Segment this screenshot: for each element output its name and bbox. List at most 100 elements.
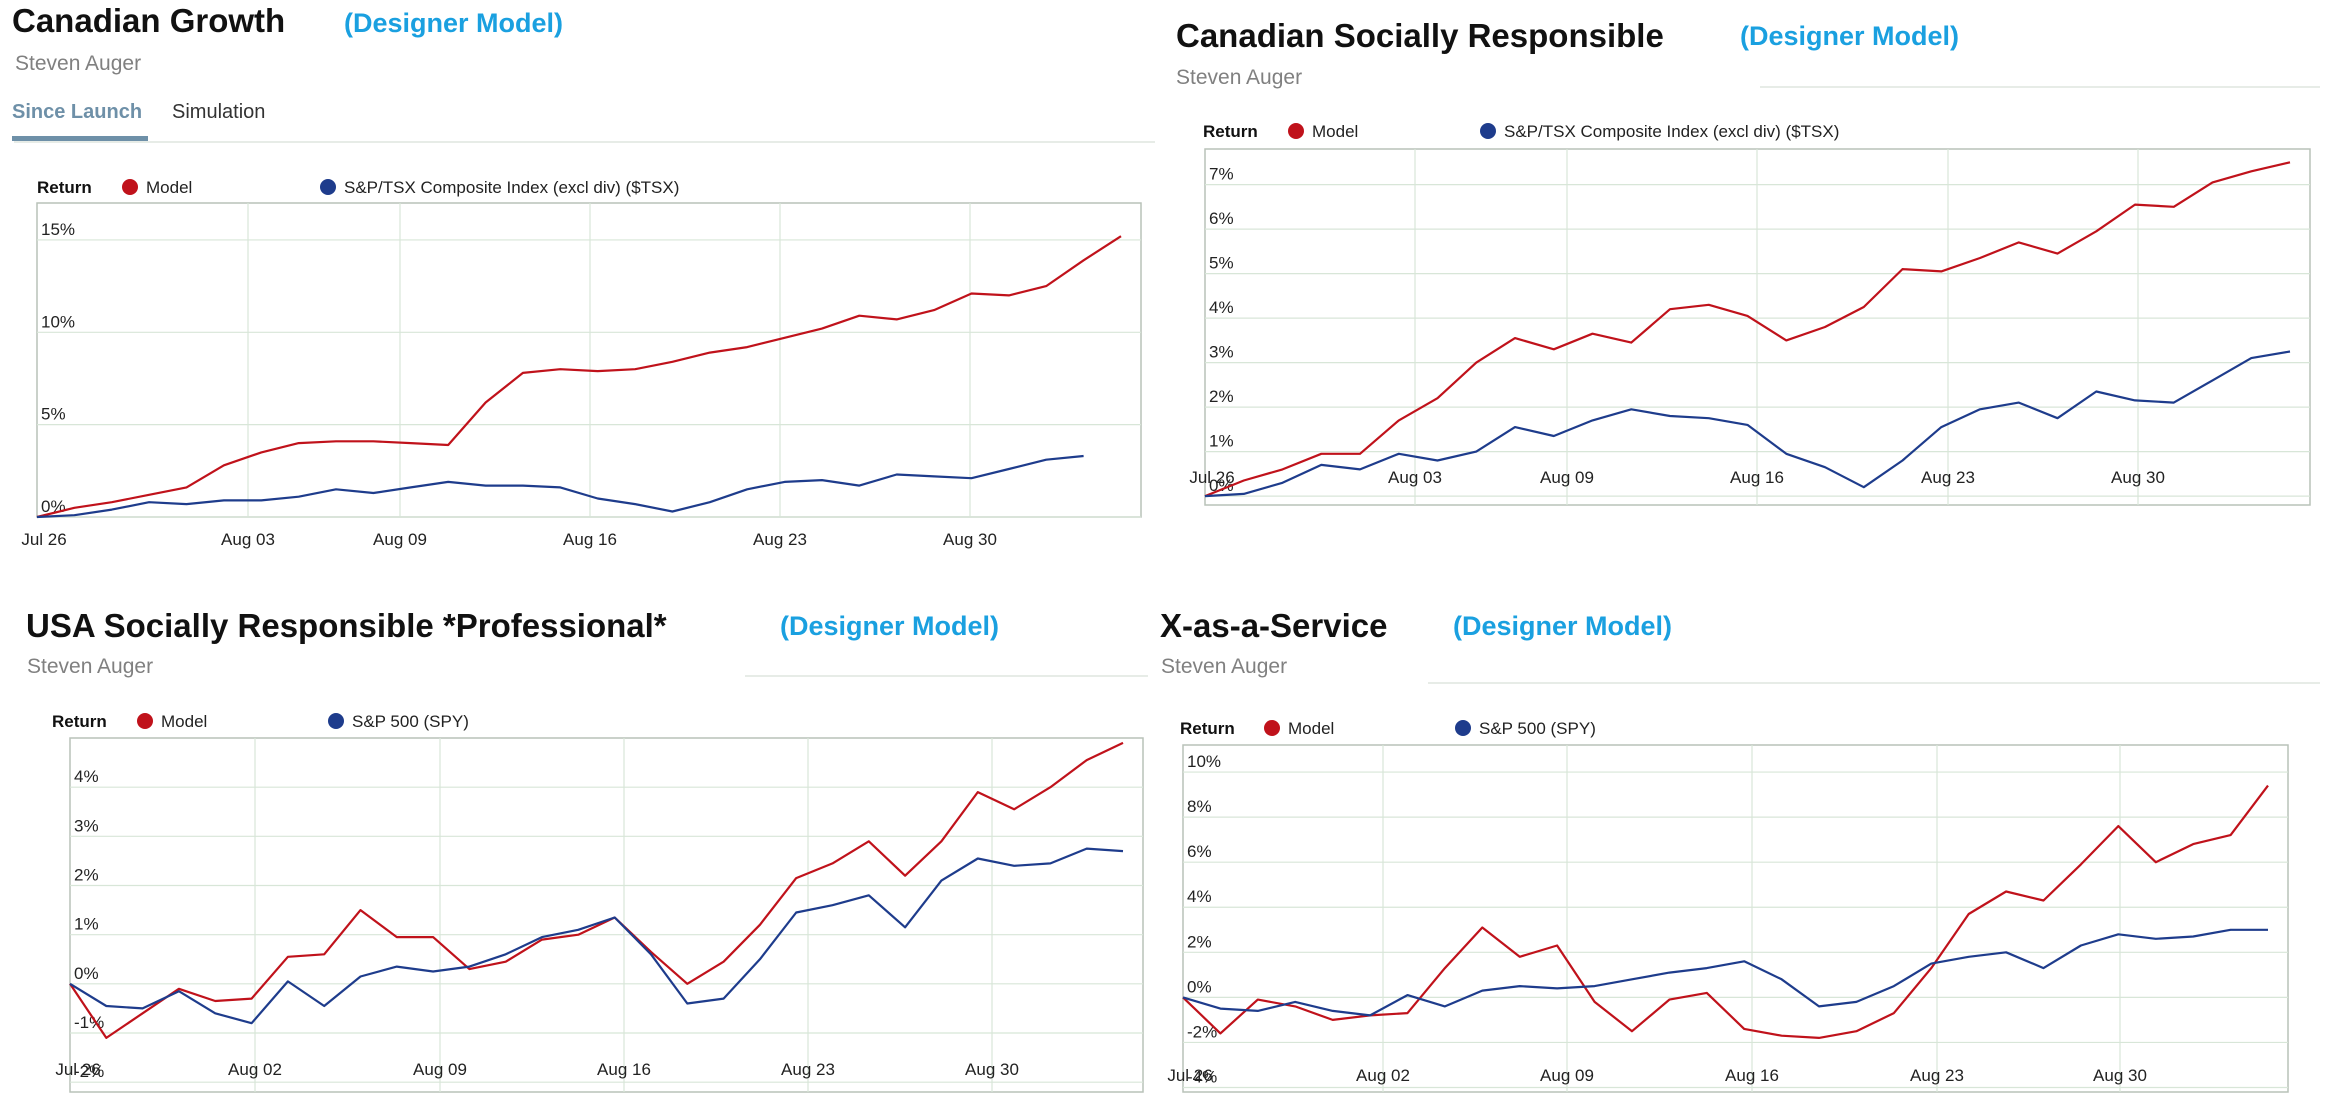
chart-panel: X-as-a-Service (Designer Model) Steven Aug… xyxy=(1160,607,2320,1093)
legend-title: Return xyxy=(1203,122,1258,141)
x-tick-label: Aug 09 xyxy=(413,1060,467,1079)
y-tick-label: -4% xyxy=(1187,1067,1217,1086)
y-tick-label: 3% xyxy=(74,816,99,835)
series-line-model xyxy=(69,741,1124,1040)
y-tick-label: -2% xyxy=(1187,1022,1217,1041)
legend-benchmark-label: S&P/TSX Composite Index (excl div) ($TSX… xyxy=(344,178,679,197)
x-tick-label: Aug 09 xyxy=(1540,1066,1594,1085)
legend-model-label: Model xyxy=(1312,122,1358,141)
x-tick-label: Aug 16 xyxy=(1725,1066,1779,1085)
y-tick-label: 2% xyxy=(1187,932,1212,951)
legend-model-label: Model xyxy=(1288,719,1334,738)
legend-model-label: Model xyxy=(161,712,207,731)
y-tick-label: 1% xyxy=(74,915,99,934)
y-tick-label: 4% xyxy=(74,767,99,786)
plot-area xyxy=(1182,744,2289,1093)
designer-model-label: (Designer Model) xyxy=(1740,21,1959,51)
tab-active-indicator xyxy=(12,136,148,141)
legend-title: Return xyxy=(37,178,92,197)
y-tick-label: 3% xyxy=(1209,343,1234,362)
designer-model-label: (Designer Model) xyxy=(344,8,563,38)
legend-benchmark-marker xyxy=(328,713,344,729)
author-name: Steven Auger xyxy=(27,655,153,678)
chart-panel: USA Socially Responsible *Professional* (… xyxy=(26,607,1148,1093)
y-tick-label: 7% xyxy=(1209,165,1234,184)
tab-simulation[interactable]: Simulation xyxy=(172,101,265,123)
legend-model-marker xyxy=(1288,123,1304,139)
y-tick-label: 5% xyxy=(1209,254,1234,273)
x-tick-label: Jul 26 xyxy=(1167,1066,1212,1085)
x-tick-label: Aug 16 xyxy=(1730,468,1784,487)
y-tick-label: 8% xyxy=(1187,797,1212,816)
series-line-model xyxy=(1204,161,2291,498)
x-tick-label: Aug 23 xyxy=(1910,1066,1964,1085)
y-tick-label: 0% xyxy=(1187,977,1212,996)
y-tick-label: 4% xyxy=(1187,887,1212,906)
chart-title: Canadian Socially Responsible xyxy=(1176,17,1664,54)
y-tick-label: 0% xyxy=(74,964,99,983)
x-tick-label: Aug 09 xyxy=(1540,468,1594,487)
x-tick-label: Aug 23 xyxy=(781,1060,835,1079)
author-name: Steven Auger xyxy=(1176,66,1302,89)
x-tick-label: Aug 30 xyxy=(943,530,997,549)
x-tick-label: Aug 02 xyxy=(1356,1066,1410,1085)
chart-title: USA Socially Responsible *Professional* xyxy=(26,607,667,644)
x-tick-label: Aug 03 xyxy=(221,530,275,549)
legend-model-marker xyxy=(137,713,153,729)
legend-model-label: Model xyxy=(146,178,192,197)
x-tick-label: Aug 09 xyxy=(373,530,427,549)
series-line-benchmark xyxy=(1182,928,2268,1017)
y-tick-label: -2% xyxy=(74,1062,104,1081)
y-tick-label: 5% xyxy=(41,405,66,424)
y-tick-label: 4% xyxy=(1209,298,1234,317)
x-tick-label: Aug 30 xyxy=(2093,1066,2147,1085)
chart-panel: Canadian Growth (Designer Model) Steven Au… xyxy=(12,2,1155,549)
x-tick-label: Jul 26 xyxy=(1189,468,1234,487)
y-tick-label: 2% xyxy=(74,866,99,885)
legend-model-marker xyxy=(1264,720,1280,736)
designer-model-label: (Designer Model) xyxy=(1453,611,1672,641)
y-tick-label: 10% xyxy=(41,312,75,331)
legend-benchmark-label: S&P 500 (SPY) xyxy=(352,712,469,731)
legend-benchmark-marker xyxy=(1480,123,1496,139)
tab-since-launch[interactable]: Since Launch xyxy=(12,101,142,123)
y-tick-label: 1% xyxy=(1209,432,1234,451)
x-tick-label: Aug 23 xyxy=(1921,468,1975,487)
series-line-model xyxy=(1182,784,2269,1040)
y-tick-label: 10% xyxy=(1187,752,1221,771)
legend-benchmark-label: S&P 500 (SPY) xyxy=(1479,719,1596,738)
legend-benchmark-marker xyxy=(320,179,336,195)
series-line-benchmark xyxy=(69,847,1124,1025)
y-tick-label: 15% xyxy=(41,220,75,239)
x-tick-label: Aug 16 xyxy=(563,530,617,549)
y-tick-label: 0% xyxy=(1209,476,1234,495)
plot-area xyxy=(69,737,1144,1093)
author-name: Steven Auger xyxy=(15,52,141,75)
chart-panel: Canadian Socially Responsible (Designer M… xyxy=(1176,17,2320,506)
legend-benchmark-marker xyxy=(1455,720,1471,736)
x-tick-label: Aug 30 xyxy=(2111,468,2165,487)
y-tick-label: 2% xyxy=(1209,387,1234,406)
y-tick-label: -1% xyxy=(74,1013,104,1032)
author-name: Steven Auger xyxy=(1161,655,1287,678)
x-tick-label: Jul 26 xyxy=(55,1060,100,1079)
chart-title: Canadian Growth xyxy=(12,2,285,39)
x-tick-label: Aug 02 xyxy=(228,1060,282,1079)
legend-model-marker xyxy=(122,179,138,195)
y-tick-label: 6% xyxy=(1187,842,1212,861)
legend-benchmark-label: S&P/TSX Composite Index (excl div) ($TSX… xyxy=(1504,122,1839,141)
x-tick-label: Aug 23 xyxy=(753,530,807,549)
designer-model-label: (Designer Model) xyxy=(780,611,999,641)
legend-title: Return xyxy=(52,712,107,731)
legend-title: Return xyxy=(1180,719,1235,738)
plot-area xyxy=(36,202,1142,518)
x-tick-label: Aug 16 xyxy=(597,1060,651,1079)
y-tick-label: 6% xyxy=(1209,209,1234,228)
x-tick-label: Jul 26 xyxy=(21,530,66,549)
series-line-benchmark xyxy=(36,454,1084,519)
series-line-model xyxy=(36,235,1122,519)
chart-title: X-as-a-Service xyxy=(1160,607,1387,644)
x-tick-label: Aug 30 xyxy=(965,1060,1019,1079)
series-line-benchmark xyxy=(1204,350,2291,498)
